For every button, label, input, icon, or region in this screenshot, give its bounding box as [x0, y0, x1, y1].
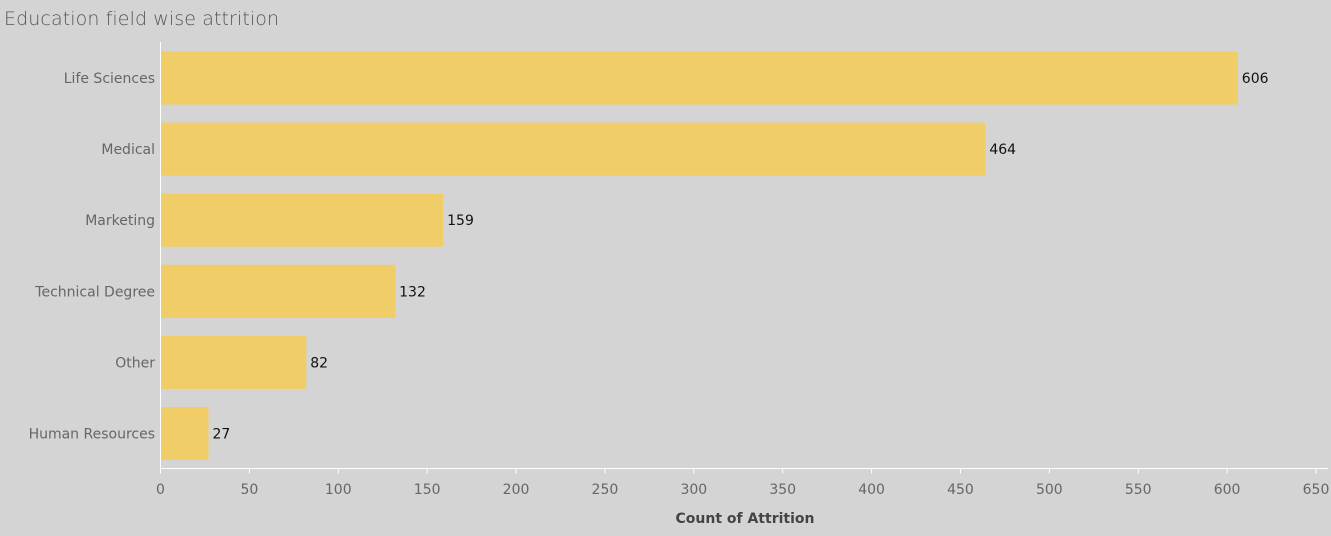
x-tick-label: 500 [1036, 482, 1063, 498]
bar [160, 406, 209, 460]
x-tick-label: 100 [325, 482, 352, 498]
data-label: 132 [399, 284, 426, 300]
chart-title: Education field wise attrition [4, 8, 280, 30]
x-tick-label: 450 [947, 482, 974, 498]
tick-labels-group: 0 50 100 150 200 250 300 350 400 450 500 550 600 650 [156, 482, 1329, 498]
category-label: Technical Degree [34, 284, 155, 300]
axes-group [160, 42, 1328, 474]
x-tick-label: 350 [769, 482, 796, 498]
category-label: Marketing [85, 213, 155, 229]
data-label: 159 [447, 213, 474, 229]
x-tick-label: 200 [503, 482, 530, 498]
x-tick-label: 0 [156, 482, 165, 498]
x-tick-label: 250 [592, 482, 619, 498]
x-tick-label: 50 [240, 482, 258, 498]
bars-group [160, 51, 1238, 460]
x-tick-label: 650 [1303, 482, 1330, 498]
data-label: 464 [989, 142, 1016, 158]
bar [160, 264, 396, 318]
category-label: Human Resources [29, 426, 155, 442]
data-labels-group: 606 464 159 132 82 27 [212, 71, 1268, 442]
data-label: 27 [212, 426, 230, 442]
category-labels-group: Life Sciences Medical Marketing Technical D… [29, 71, 156, 442]
category-label: Other [115, 355, 155, 371]
category-label: Medical [101, 142, 155, 158]
x-tick-label: 600 [1214, 482, 1241, 498]
x-tick-label: 150 [414, 482, 441, 498]
data-label: 82 [310, 355, 328, 371]
bar [160, 335, 307, 389]
x-tick-label: 300 [680, 482, 707, 498]
bar [160, 122, 986, 176]
bar [160, 51, 1238, 105]
x-tick-label: 400 [858, 482, 885, 498]
category-label: Life Sciences [64, 71, 155, 87]
x-axis-title: Count of Attrition [676, 511, 815, 527]
data-label: 606 [1242, 71, 1269, 87]
x-tick-label: 550 [1125, 482, 1152, 498]
bar [160, 193, 444, 247]
